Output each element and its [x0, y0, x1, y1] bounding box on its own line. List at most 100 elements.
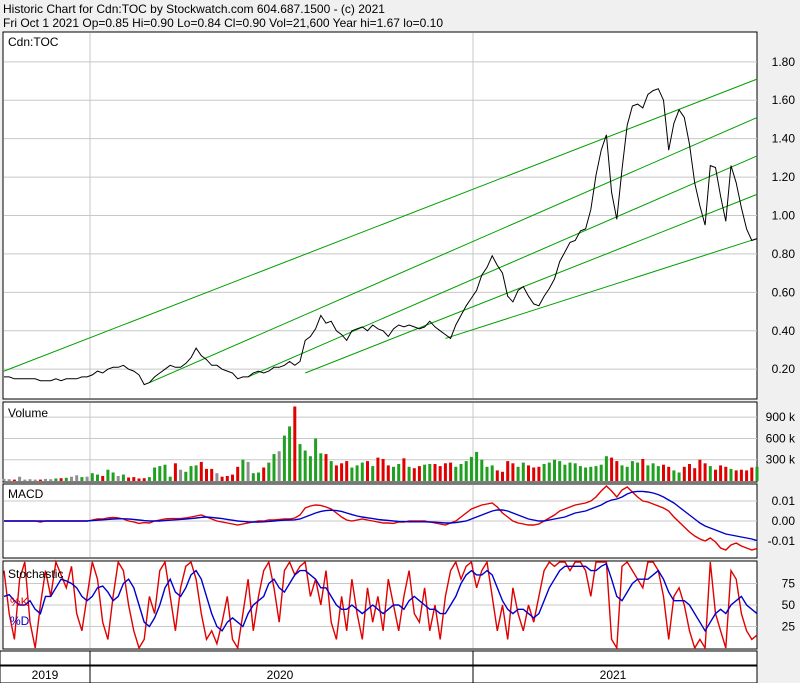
volume-bar — [18, 476, 22, 481]
volume-bar — [516, 466, 520, 481]
volume-bar — [392, 466, 395, 481]
volume-bar — [334, 465, 338, 481]
volume-bar — [407, 466, 411, 481]
volume-bar — [563, 464, 567, 481]
volume-bar — [116, 476, 120, 481]
volume-bar — [739, 469, 743, 481]
volume-bar — [755, 466, 759, 481]
volume-bar — [459, 464, 463, 481]
volume-bar — [111, 472, 115, 481]
volume-bar — [85, 476, 89, 481]
volume-bar — [630, 461, 634, 481]
volume-bar — [558, 461, 562, 481]
volume-bar — [70, 476, 73, 481]
volume-bar — [423, 464, 427, 481]
stochastic-k-legend: %K — [10, 595, 29, 609]
volume-bar — [215, 473, 219, 481]
volume-bar — [376, 457, 380, 481]
volume-tick-label: 900 k — [766, 410, 796, 424]
trend-channel-line — [445, 238, 758, 339]
volume-bar — [205, 468, 208, 481]
volume-bar — [703, 463, 707, 481]
volume-tick-label: 600 k — [766, 431, 796, 445]
volume-bar — [345, 461, 349, 481]
volume-bar — [194, 465, 198, 481]
volume-bar — [360, 462, 364, 481]
volume-bar — [615, 461, 619, 481]
timeline-label-2019: 2019 — [32, 668, 59, 682]
volume-bar — [163, 464, 167, 481]
price-tick-label: 1.40 — [772, 132, 796, 146]
volume-bar — [153, 467, 157, 481]
volume-bar — [366, 461, 369, 481]
volume-bar — [23, 479, 27, 481]
volume-bar — [734, 470, 738, 481]
volume-bar — [677, 472, 681, 481]
trend-channel-line — [247, 155, 758, 378]
axis-tick-labels: 0.20 0.40 0.60 0.80 1.00 1.20 1.40 1.60 1.80 300 … — [766, 55, 796, 634]
volume-bar — [693, 468, 697, 481]
volume-bars — [2, 406, 759, 481]
volume-bar — [132, 477, 136, 481]
chart-header-title: Historic Chart for Cdn:TOC by Stockwatch… — [3, 2, 385, 16]
volume-bar — [449, 462, 453, 481]
volume-bar — [656, 466, 660, 481]
volume-bar — [620, 465, 624, 481]
volume-bar — [293, 406, 297, 481]
volume-bar — [750, 467, 754, 481]
macd-main-line — [4, 485, 758, 551]
volume-bar — [521, 462, 525, 481]
volume-bar — [75, 475, 79, 481]
timeline-label-2021: 2021 — [600, 668, 627, 682]
macd-tick-label: -0.01 — [768, 534, 796, 548]
volume-bar — [397, 464, 401, 481]
volume-bar — [319, 453, 323, 481]
volume-bar — [329, 461, 333, 481]
timeline-bar-top — [0, 650, 758, 666]
volume-bar — [698, 459, 702, 481]
trend-channel-line — [149, 117, 758, 384]
stochastic-panel-title: Stochastic — [8, 567, 63, 581]
volume-bar — [667, 466, 671, 481]
volume-bar — [262, 467, 266, 481]
volume-bar — [282, 435, 286, 481]
price-tick-label: 0.60 — [772, 285, 796, 299]
volume-bar — [314, 438, 318, 481]
volume-bar — [101, 476, 105, 481]
volume-bar — [662, 464, 665, 481]
macd-tick-label: 0.01 — [772, 494, 796, 508]
volume-bar — [532, 467, 536, 481]
volume-bar — [2, 478, 6, 481]
price-tick-label: 1.60 — [772, 93, 796, 107]
volume-bar — [210, 468, 214, 481]
volume-bar — [438, 466, 442, 481]
volume-bar — [651, 463, 655, 481]
trend-channel-line — [3, 78, 758, 372]
volume-bar — [672, 470, 676, 481]
volume-bar — [142, 478, 146, 481]
volume-bar — [594, 466, 598, 481]
volume-bar — [340, 463, 344, 481]
volume-bar — [189, 466, 193, 481]
volume-bar — [604, 456, 608, 481]
volume-bar — [537, 466, 541, 481]
volume-bar — [527, 465, 530, 481]
price-tick-label: 0.80 — [772, 247, 796, 261]
volume-bar — [599, 464, 603, 481]
volume-bar — [480, 459, 484, 481]
volume-bar — [288, 426, 292, 481]
volume-bar — [719, 465, 723, 481]
volume-tick-label: 300 k — [766, 453, 796, 467]
volume-bar — [184, 471, 188, 481]
volume-bar — [64, 477, 68, 481]
volume-bar — [90, 473, 94, 481]
volume-bar — [33, 479, 37, 481]
volume-bar — [511, 463, 515, 481]
volume-bar — [610, 457, 614, 481]
macd-signal-line — [4, 490, 758, 542]
volume-bar — [688, 464, 691, 481]
volume-bar — [355, 465, 359, 481]
volume-bar — [137, 478, 141, 481]
volume-bar — [371, 466, 375, 481]
